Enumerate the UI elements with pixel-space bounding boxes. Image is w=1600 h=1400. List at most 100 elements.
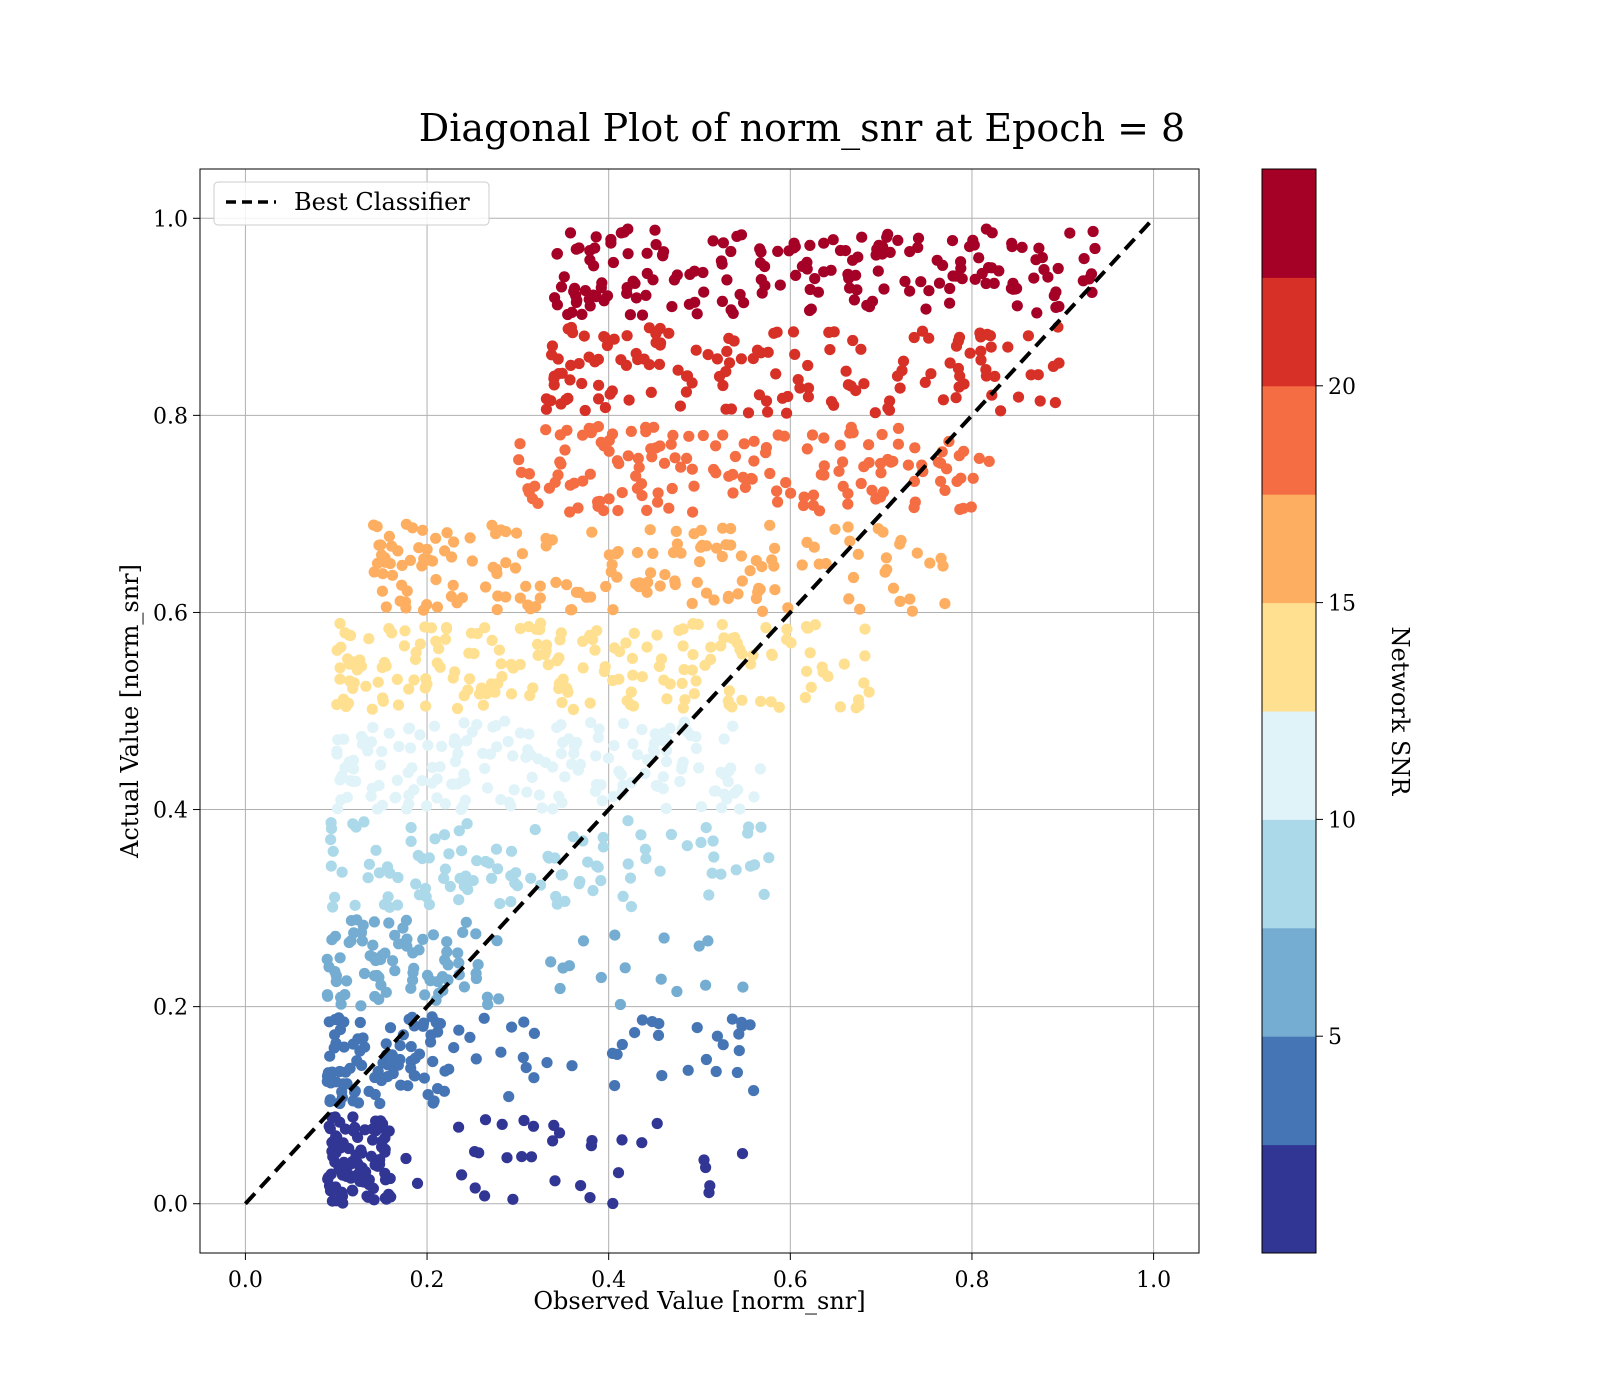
- scatter-point: [370, 954, 382, 967]
- scatter-point: [374, 759, 387, 771]
- scatter-point: [394, 595, 406, 607]
- scatter-point: [486, 872, 498, 885]
- scatter-point: [878, 283, 890, 295]
- scatter-point: [640, 289, 652, 301]
- legend-box: [213, 181, 490, 226]
- scatter-point: [718, 733, 730, 745]
- scatter-point: [894, 382, 906, 394]
- scatter-point: [630, 470, 642, 482]
- scatter-point: [597, 841, 610, 853]
- scatter-point: [592, 731, 604, 744]
- scatter-point: [334, 1065, 346, 1078]
- scatter-point: [526, 771, 538, 784]
- scatter-point: [633, 461, 645, 473]
- scatter-point: [441, 623, 453, 635]
- scatter-point: [771, 485, 783, 497]
- scatter-point: [794, 382, 806, 394]
- scatter-point: [627, 700, 640, 712]
- scatter-point: [562, 392, 574, 404]
- scatter-point: [608, 740, 620, 752]
- scatter-point: [636, 309, 649, 321]
- scatter-point: [698, 286, 710, 298]
- scatter-point: [430, 574, 442, 586]
- scatter-point: [630, 292, 643, 304]
- scatter-point: [710, 1065, 722, 1078]
- scatter-point: [1087, 225, 1099, 238]
- scatter-point: [703, 889, 715, 901]
- scatter-point: [444, 880, 456, 893]
- scatter-point: [755, 821, 767, 833]
- scatter-point: [854, 603, 866, 615]
- colorbar-tick-label: 10: [1328, 808, 1356, 833]
- scatter-point: [559, 771, 571, 783]
- scatter-point: [432, 1026, 444, 1038]
- scatter-point: [334, 662, 346, 674]
- scatter-point: [324, 1050, 336, 1062]
- scatter-point: [379, 1143, 391, 1155]
- scatter-point: [870, 249, 882, 261]
- scatter-point: [365, 790, 377, 802]
- scatter-point: [787, 326, 800, 338]
- scatter-point: [479, 1114, 492, 1126]
- scatter-point: [359, 1041, 371, 1053]
- scatter-point: [858, 378, 870, 390]
- scatter-point: [955, 262, 967, 274]
- scatter-point: [953, 381, 965, 393]
- scatter-point: [501, 1152, 513, 1164]
- scatter-point: [760, 447, 772, 459]
- scatter-point: [897, 355, 910, 367]
- scatter-point: [582, 856, 594, 868]
- scatter-point: [470, 1053, 482, 1065]
- scatter-point: [872, 265, 884, 277]
- scatter-point: [368, 566, 380, 578]
- scatter-point: [679, 694, 691, 706]
- scatter-point: [377, 695, 389, 707]
- scatter-point: [354, 1016, 366, 1029]
- scatter-point: [371, 803, 384, 815]
- y-tick-label: 0.4: [153, 799, 188, 824]
- scatter-point: [700, 1053, 713, 1066]
- scatter-point: [806, 429, 819, 441]
- scatter-point: [590, 750, 602, 762]
- scatter-point: [804, 239, 816, 251]
- scatter-point: [347, 754, 360, 767]
- colorbar-band: [1262, 277, 1316, 387]
- scatter-point: [398, 640, 410, 652]
- scatter-point: [448, 737, 460, 749]
- scatter-point: [887, 455, 899, 467]
- scatter-point: [453, 825, 465, 837]
- scatter-point: [558, 271, 570, 283]
- scatter-point: [829, 523, 841, 535]
- scatter-point: [594, 495, 606, 507]
- scatter-point: [406, 762, 418, 774]
- scatter-point: [616, 1134, 628, 1146]
- scatter-point: [610, 548, 622, 560]
- scatter-point: [427, 1055, 439, 1068]
- scatter-point: [702, 935, 714, 947]
- scatter-point: [584, 697, 596, 709]
- scatter-point: [908, 331, 920, 344]
- scatter-point: [973, 252, 985, 264]
- scatter-point: [555, 719, 567, 731]
- scatter-point: [984, 330, 997, 342]
- scatter-point: [505, 845, 518, 857]
- scatter-point: [736, 1148, 749, 1160]
- scatter-point: [700, 540, 713, 552]
- scatter-point: [607, 256, 620, 269]
- scatter-point: [426, 761, 439, 774]
- y-tick-label: 0.6: [153, 601, 188, 626]
- scatter-point: [494, 898, 506, 910]
- scatter-point: [632, 749, 644, 761]
- scatter-point: [919, 376, 931, 388]
- scatter-point: [376, 585, 388, 597]
- scatter-point: [727, 307, 739, 319]
- scatter-point: [507, 1193, 519, 1205]
- scatter-point: [493, 644, 505, 656]
- scatter-point: [736, 575, 748, 587]
- scatter-point: [674, 400, 687, 412]
- scatter-point: [356, 935, 368, 947]
- scatter-point: [596, 795, 608, 807]
- scatter-point: [554, 982, 566, 995]
- scatter-point: [790, 269, 802, 281]
- scatter-point: [716, 550, 728, 563]
